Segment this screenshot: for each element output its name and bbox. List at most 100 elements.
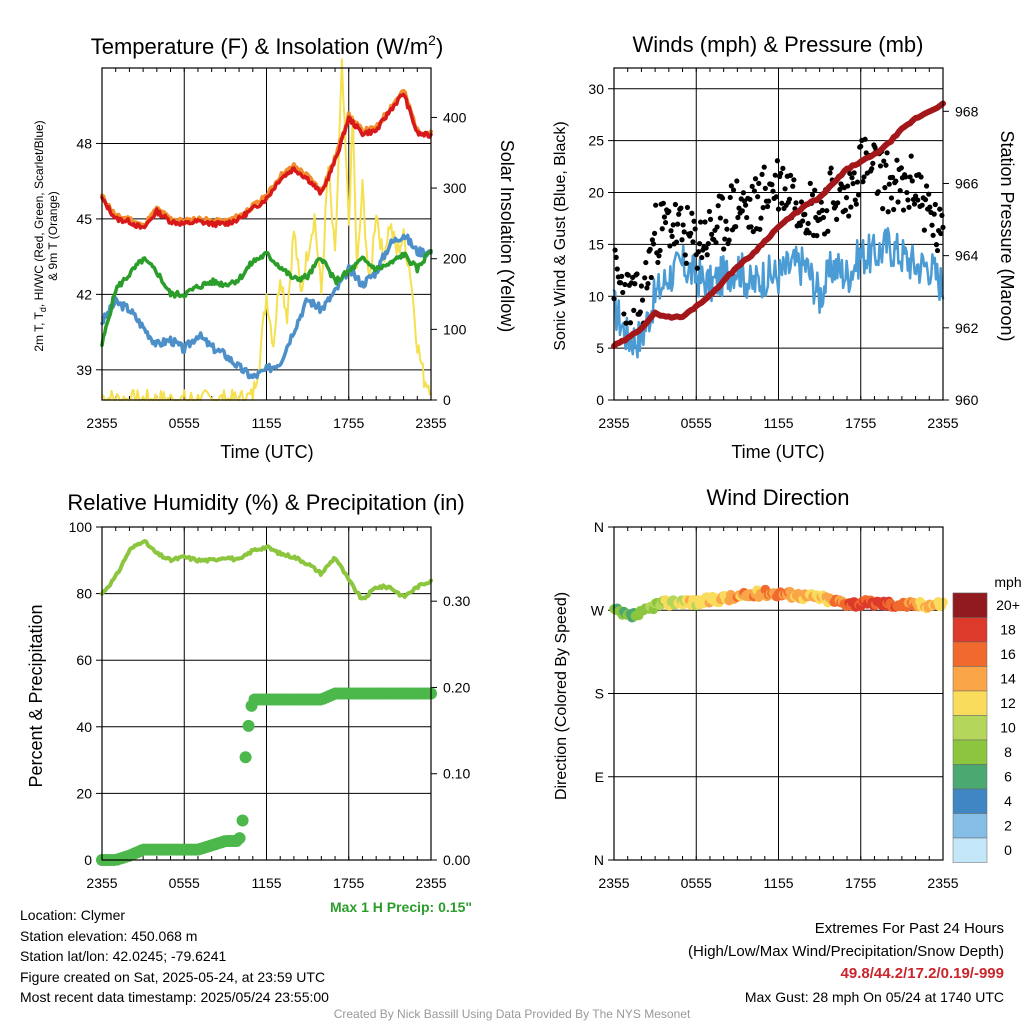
y-tick-label: 20 bbox=[76, 785, 92, 801]
gust-point bbox=[884, 150, 890, 156]
gust-point bbox=[931, 211, 937, 217]
gust-point bbox=[897, 188, 903, 194]
gust-point bbox=[715, 203, 721, 209]
gust-point bbox=[621, 311, 627, 317]
gust-point bbox=[907, 174, 913, 180]
x-tick-label: 1155 bbox=[763, 875, 793, 891]
gust-point bbox=[667, 243, 673, 249]
location-text: Location: Clymer bbox=[20, 907, 126, 923]
gust-point bbox=[702, 219, 708, 225]
gust-point bbox=[849, 175, 855, 181]
gust-point bbox=[730, 187, 737, 193]
gust-point bbox=[690, 239, 696, 245]
gust-point bbox=[719, 195, 726, 201]
y-tick-label: 48 bbox=[76, 135, 92, 151]
x-tick-label: 1755 bbox=[845, 875, 876, 891]
y-tick-label: 0 bbox=[84, 852, 92, 868]
colorbar-swatch bbox=[952, 666, 988, 692]
y2-tick-label: 0 bbox=[443, 392, 451, 408]
gust-point bbox=[614, 266, 620, 272]
gust-point bbox=[747, 196, 753, 202]
gust-point bbox=[758, 215, 764, 221]
y2-tick-label: 968 bbox=[955, 103, 979, 119]
gust-point bbox=[825, 228, 831, 234]
gust-point bbox=[921, 227, 927, 233]
precip-point bbox=[236, 814, 249, 827]
y-tick-label: W bbox=[591, 602, 605, 618]
gust-point bbox=[627, 320, 634, 326]
gust-point bbox=[880, 206, 886, 212]
x-tick-label: 1155 bbox=[251, 415, 281, 431]
gust-point bbox=[922, 197, 929, 203]
y-tick-label: 80 bbox=[76, 586, 92, 602]
gust-point bbox=[773, 194, 779, 200]
colorbar-swatch bbox=[952, 813, 988, 839]
y-tick-label: S bbox=[595, 686, 604, 702]
gust-point bbox=[668, 228, 674, 234]
speed-colorbar: 20+ 18 16 14 12 10 8 6 4 2 0 bbox=[952, 592, 1020, 863]
y-tick-label: 40 bbox=[76, 719, 92, 735]
x-tick-label: 1155 bbox=[251, 875, 281, 891]
gust-point bbox=[791, 177, 797, 183]
gust-point bbox=[855, 192, 862, 198]
gust-point bbox=[835, 200, 841, 206]
humidity-y-label: Percent & Precipitation bbox=[26, 604, 46, 787]
gust-point bbox=[769, 182, 775, 188]
gust-point bbox=[848, 204, 854, 210]
direction-panel-title: Wind Direction bbox=[706, 485, 849, 510]
y-tick-label: 42 bbox=[76, 286, 92, 302]
gust-point bbox=[660, 200, 666, 206]
gust-point bbox=[787, 172, 794, 178]
gust-point bbox=[683, 260, 689, 266]
gust-point bbox=[807, 180, 813, 186]
x-tick-label: 0555 bbox=[681, 875, 712, 891]
colorbar-label: 6 bbox=[1004, 769, 1012, 785]
gust-point bbox=[929, 222, 935, 228]
colorbar-label: 12 bbox=[1000, 695, 1016, 711]
plot-frame bbox=[613, 526, 944, 861]
gust-point bbox=[904, 189, 910, 196]
y-tick-label: 15 bbox=[588, 236, 604, 252]
gust-point bbox=[883, 162, 889, 168]
y2-tick-label: 966 bbox=[955, 175, 979, 191]
gust-point bbox=[827, 170, 833, 176]
gust-point bbox=[724, 226, 730, 232]
gust-point bbox=[709, 231, 715, 237]
x-tick-label: 2355 bbox=[927, 875, 958, 891]
gust-point bbox=[889, 174, 896, 180]
gust-point bbox=[918, 174, 924, 180]
gust-point bbox=[819, 207, 825, 213]
gust-point bbox=[842, 207, 848, 213]
wind-speed-line bbox=[612, 226, 945, 359]
y2-tick-label: 0.00 bbox=[443, 852, 470, 868]
x-tick-label: 2355 bbox=[927, 415, 958, 431]
extremes-subtitle: (High/Low/Max Wind/Precipitation/Snow De… bbox=[688, 942, 1004, 960]
gust-point bbox=[764, 203, 771, 210]
x-tick-label: 1755 bbox=[845, 415, 876, 431]
gust-point bbox=[696, 241, 703, 247]
gust-point bbox=[850, 180, 856, 187]
gust-point bbox=[798, 199, 805, 205]
gust-point bbox=[906, 204, 912, 210]
colorbar-swatch bbox=[952, 690, 988, 716]
gust-point bbox=[814, 233, 820, 239]
gust-point bbox=[688, 230, 694, 236]
gust-point bbox=[893, 178, 899, 184]
max-precip-label: Max 1 H Precip: 0.15" bbox=[330, 899, 472, 915]
gust-point bbox=[802, 211, 808, 217]
x-tick-label: 0555 bbox=[169, 875, 200, 891]
gust-point bbox=[638, 283, 645, 289]
heat-index-line bbox=[100, 248, 433, 347]
gust-point bbox=[779, 200, 785, 206]
created-text: Figure created on Sat, 2025-05-24, at 23… bbox=[20, 968, 326, 985]
gust-point bbox=[744, 214, 750, 221]
gust-point bbox=[613, 254, 619, 261]
y-tick-label: 45 bbox=[76, 211, 92, 227]
gust-point bbox=[911, 201, 918, 207]
colorbar-swatch bbox=[952, 617, 988, 643]
gust-point bbox=[703, 245, 709, 251]
gust-point bbox=[743, 202, 749, 208]
gust-point bbox=[786, 196, 793, 202]
y2-tick-label: 300 bbox=[443, 180, 467, 196]
gust-point bbox=[642, 275, 648, 281]
